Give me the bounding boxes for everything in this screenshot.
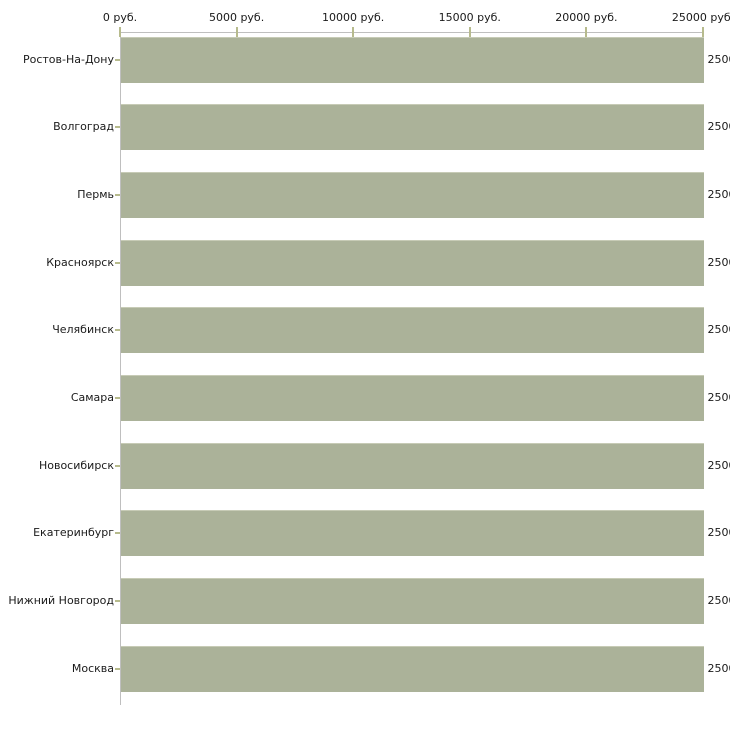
category-label: Нижний Новгород	[8, 594, 114, 608]
y-axis-tick	[115, 397, 120, 399]
category-label: Ростов-На-Дону	[22, 52, 114, 66]
bar-value-label: 25000 руб.	[707, 323, 730, 337]
x-axis-tick	[585, 27, 588, 37]
x-axis-tick-label: 15000 руб.	[438, 11, 501, 24]
bar-value-label: 25000 руб.	[707, 526, 730, 540]
bar-value-label: 25000 руб.	[707, 120, 730, 134]
category-label: Самара	[70, 391, 114, 404]
bar-value-label: 25000 руб.	[707, 594, 730, 608]
y-axis-tick	[115, 193, 120, 196]
x-axis-tick-label: 0 руб.	[102, 11, 138, 24]
x-axis-tick	[352, 27, 355, 37]
bar	[121, 510, 704, 557]
bar	[121, 171, 704, 218]
category-label: Москва	[71, 661, 114, 675]
bar-value-label: 25000 руб.	[707, 458, 730, 472]
category-label: Волгоград	[53, 120, 114, 134]
bar	[121, 375, 704, 421]
y-axis-tick	[115, 667, 120, 670]
x-axis-tick	[119, 27, 121, 37]
y-axis-tick	[115, 464, 120, 467]
category-label: Новосибирск	[38, 458, 114, 472]
y-axis-tick	[115, 261, 120, 264]
bar-value-label: 25000 руб.	[707, 187, 730, 201]
x-axis-tick-label: 10000 руб.	[322, 11, 385, 24]
bar-value-label: 25000 руб.	[707, 52, 730, 66]
x-axis-tick-label: 5000 руб.	[208, 11, 265, 24]
x-axis-tick	[468, 27, 471, 37]
bar	[121, 36, 704, 83]
category-label: Пермь	[77, 187, 114, 201]
category-label: Екатеринбург	[33, 526, 114, 540]
category-label: Челябинск	[52, 323, 114, 337]
y-axis-line	[120, 32, 121, 705]
bar	[121, 239, 704, 286]
y-axis-tick	[115, 600, 120, 603]
y-axis-tick	[115, 329, 120, 332]
category-label: Красноярск	[46, 255, 114, 269]
x-axis-tick	[702, 27, 704, 37]
bar-value-label: 25000 руб.	[707, 391, 730, 404]
bar	[121, 578, 704, 625]
x-axis-tick-label: 20000 руб.	[555, 11, 618, 24]
x-axis-tick	[235, 27, 238, 37]
y-axis-tick	[115, 58, 120, 61]
y-axis-tick	[115, 126, 120, 129]
y-axis-tick	[115, 532, 120, 535]
x-axis-tick-label: 25000 руб.	[671, 11, 730, 24]
bar	[121, 104, 704, 151]
bar	[121, 645, 704, 692]
bar-value-label: 25000 руб.	[707, 661, 730, 675]
bar-value-label: 25000 руб.	[707, 255, 730, 269]
bar	[121, 442, 704, 489]
x-axis-line	[120, 32, 703, 33]
bar	[121, 307, 704, 354]
